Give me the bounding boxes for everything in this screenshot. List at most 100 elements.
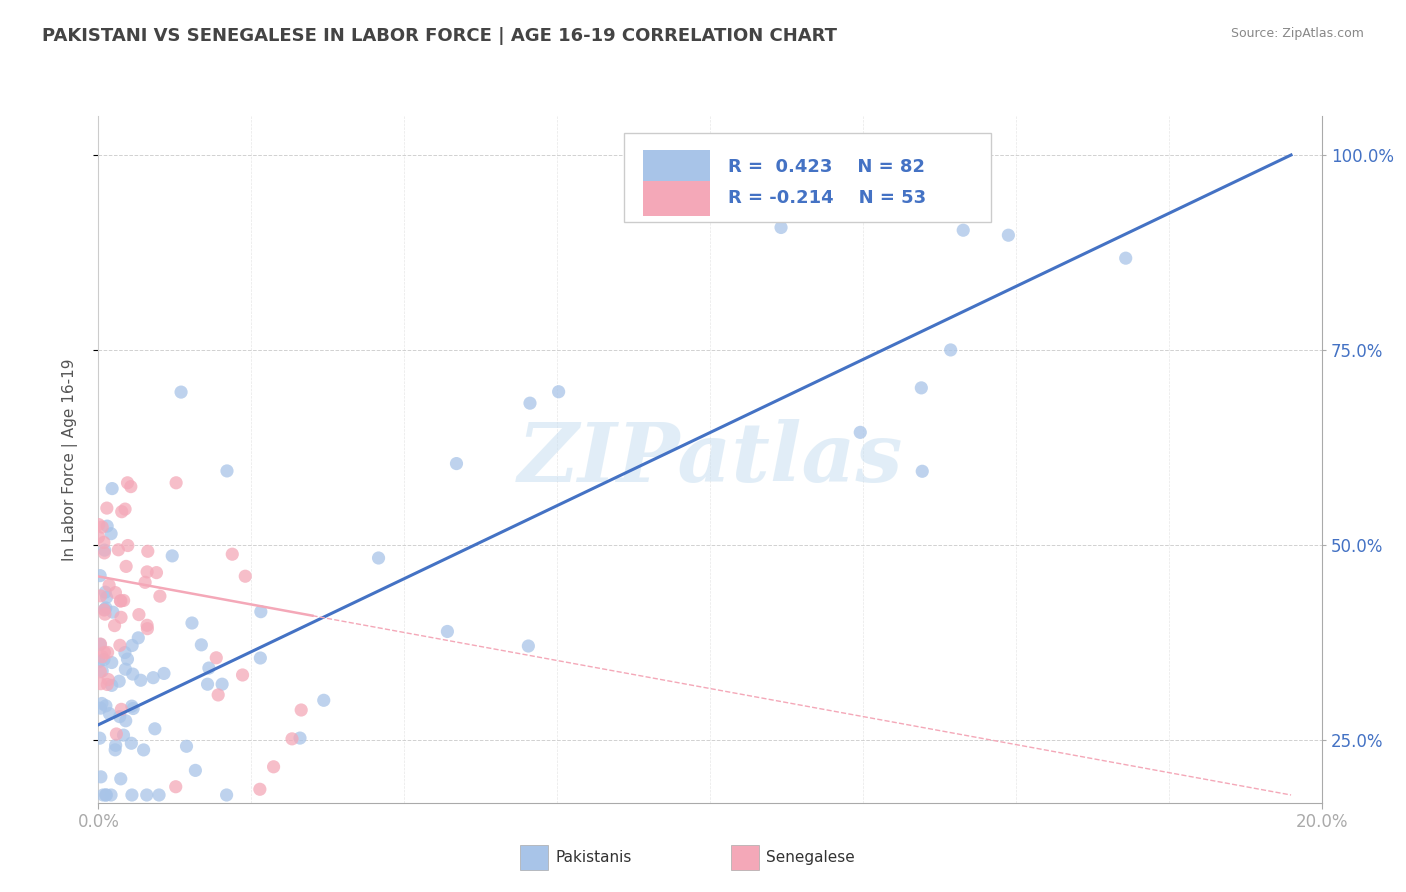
- Point: [197, 677, 219, 691]
- Point: [98, 578, 121, 592]
- Point: [114, 662, 136, 676]
- Point: [112, 593, 135, 607]
- Point: [965, 148, 987, 162]
- Point: [94, 585, 117, 599]
- Point: [128, 607, 150, 622]
- Point: [94, 601, 117, 615]
- Y-axis label: In Labor Force | Age 16-19: In Labor Force | Age 16-19: [62, 358, 77, 561]
- Point: [97, 673, 120, 687]
- Point: [93, 602, 115, 616]
- Point: [96, 501, 118, 516]
- Point: [770, 220, 793, 235]
- Point: [93, 653, 115, 667]
- Point: [249, 651, 271, 665]
- Point: [145, 566, 167, 580]
- Point: [135, 788, 157, 802]
- Point: [90, 676, 112, 690]
- Point: [98, 706, 121, 721]
- Point: [115, 559, 138, 574]
- Point: [870, 148, 893, 162]
- Point: [121, 639, 143, 653]
- Point: [114, 714, 136, 728]
- Point: [939, 343, 962, 357]
- Point: [136, 622, 159, 636]
- Point: [215, 464, 238, 478]
- Point: [114, 646, 136, 660]
- Point: [90, 697, 112, 711]
- Point: [148, 788, 170, 802]
- Point: [91, 664, 114, 678]
- Point: [93, 645, 115, 659]
- Point: [104, 739, 127, 753]
- Point: [89, 731, 111, 746]
- Point: [263, 760, 285, 774]
- Text: PAKISTANI VS SENEGALESE IN LABOR FORCE | AGE 16-19 CORRELATION CHART: PAKISTANI VS SENEGALESE IN LABOR FORCE |…: [42, 27, 837, 45]
- Text: Senegalese: Senegalese: [766, 850, 855, 864]
- Point: [136, 565, 159, 579]
- Point: [110, 772, 132, 786]
- Point: [93, 603, 115, 617]
- Point: [215, 788, 238, 802]
- Point: [142, 671, 165, 685]
- Point: [136, 544, 159, 558]
- Point: [198, 661, 221, 675]
- Point: [117, 652, 139, 666]
- Point: [117, 475, 139, 490]
- Point: [87, 517, 110, 532]
- Point: [93, 535, 115, 549]
- Point: [250, 605, 273, 619]
- Point: [997, 228, 1019, 243]
- Point: [288, 731, 311, 745]
- Point: [96, 519, 118, 533]
- Point: [94, 607, 117, 621]
- Point: [232, 668, 254, 682]
- Point: [367, 551, 389, 566]
- Point: [111, 505, 134, 519]
- Point: [89, 568, 111, 582]
- Point: [911, 464, 934, 478]
- Point: [127, 631, 149, 645]
- Point: [221, 547, 243, 561]
- Point: [165, 475, 187, 490]
- Point: [693, 161, 716, 175]
- Point: [547, 384, 569, 399]
- Point: [184, 764, 207, 778]
- Point: [110, 610, 132, 624]
- Point: [122, 701, 145, 715]
- Text: Source: ZipAtlas.com: Source: ZipAtlas.com: [1230, 27, 1364, 40]
- Point: [121, 667, 143, 681]
- Point: [110, 594, 132, 608]
- Point: [96, 677, 118, 691]
- Point: [112, 728, 135, 742]
- Point: [90, 701, 112, 715]
- Point: [94, 698, 117, 713]
- Point: [153, 666, 176, 681]
- Point: [96, 788, 118, 802]
- Text: ZIPatlas: ZIPatlas: [517, 419, 903, 500]
- Point: [90, 770, 112, 784]
- Point: [91, 649, 114, 664]
- Point: [120, 736, 142, 750]
- Point: [108, 674, 131, 689]
- FancyBboxPatch shape: [643, 151, 710, 185]
- Point: [211, 677, 233, 691]
- Point: [110, 594, 132, 608]
- Point: [165, 780, 187, 794]
- Point: [91, 520, 114, 534]
- Point: [149, 589, 172, 603]
- Point: [181, 615, 204, 630]
- Point: [93, 546, 115, 560]
- Point: [120, 480, 142, 494]
- Point: [129, 673, 152, 688]
- Point: [89, 655, 111, 669]
- Point: [100, 788, 122, 802]
- Text: Pakistanis: Pakistanis: [555, 850, 631, 864]
- Point: [107, 542, 129, 557]
- Point: [910, 381, 932, 395]
- Point: [249, 782, 271, 797]
- Point: [110, 702, 132, 716]
- Point: [121, 699, 143, 714]
- Point: [104, 743, 127, 757]
- Point: [134, 575, 156, 590]
- Point: [108, 638, 131, 652]
